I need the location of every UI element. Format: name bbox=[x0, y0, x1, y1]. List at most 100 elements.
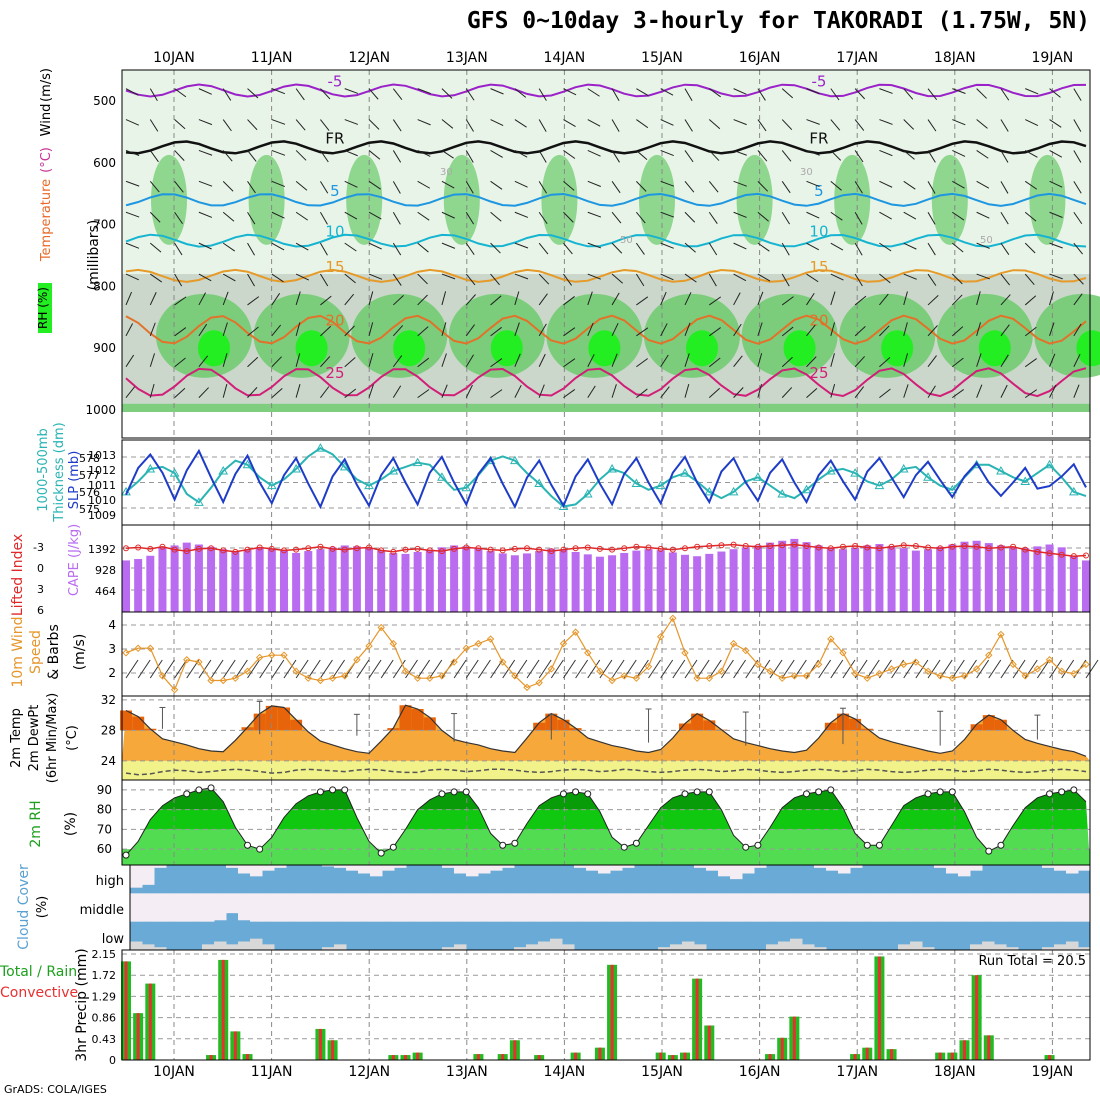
cloud-middle-gap bbox=[970, 893, 983, 922]
cloud-middle-gap bbox=[958, 893, 971, 922]
cloud-middle-gap bbox=[418, 893, 431, 922]
slp-line bbox=[125, 448, 1087, 510]
cloud-middle-gap bbox=[838, 893, 851, 922]
wind-barb bbox=[405, 659, 418, 679]
wind-speed-marker bbox=[535, 679, 543, 687]
precip-convective-bar bbox=[318, 1028, 322, 1060]
wind-barb bbox=[149, 659, 163, 679]
isotherm-line bbox=[125, 192, 1087, 207]
dewpoint-legend-label: 2m DewPt bbox=[27, 705, 42, 772]
cloud-high-gap bbox=[394, 865, 407, 868]
lifted-index-marker bbox=[1022, 546, 1029, 553]
cape-bar bbox=[632, 550, 641, 612]
wind-barb bbox=[781, 356, 793, 368]
wind-barb bbox=[368, 353, 374, 367]
wind-barb bbox=[514, 322, 520, 337]
wind-barb bbox=[538, 353, 546, 367]
wind-barb bbox=[976, 322, 981, 336]
cloud-low-bar bbox=[514, 947, 527, 950]
wind-speed-marker bbox=[377, 623, 385, 632]
wind-barb bbox=[879, 293, 889, 306]
wind-speed-marker bbox=[839, 649, 847, 657]
wind-barb bbox=[247, 356, 259, 368]
wind-barb bbox=[781, 211, 791, 225]
wind-barb bbox=[806, 324, 816, 337]
cloud-middle-gap bbox=[178, 893, 191, 922]
cape-bar bbox=[571, 552, 580, 612]
cloud-high-gap bbox=[970, 865, 983, 871]
rh2m-marker bbox=[985, 847, 993, 855]
lifted-index-marker bbox=[572, 545, 579, 552]
date-label-top: 13JAN bbox=[446, 50, 488, 66]
wind-barb bbox=[538, 273, 550, 285]
wind-speed-marker bbox=[183, 656, 191, 664]
cloud-middle-gap bbox=[130, 893, 143, 922]
wind-barb bbox=[271, 324, 282, 337]
wind-barb bbox=[587, 211, 602, 218]
cloud-middle-gap bbox=[730, 893, 743, 922]
wind-barb bbox=[344, 211, 358, 220]
cape-bar bbox=[389, 552, 398, 612]
date-label-top: 18JAN bbox=[934, 50, 976, 66]
temperature-tick-label: 32 bbox=[101, 693, 116, 707]
rh2m-tick-label: 90 bbox=[97, 783, 112, 797]
rh2m-marker bbox=[244, 841, 252, 849]
wind-barb bbox=[781, 181, 791, 194]
cape-bar bbox=[644, 549, 653, 612]
wind-barb bbox=[320, 295, 332, 306]
date-label-bottom: 14JAN bbox=[544, 1064, 586, 1080]
thickness-marker bbox=[680, 468, 690, 477]
wind-speed-marker bbox=[146, 644, 155, 652]
cape-bar bbox=[826, 547, 835, 612]
cape-bar bbox=[583, 554, 592, 612]
wind-barb bbox=[125, 242, 140, 249]
wind-barb bbox=[1049, 322, 1055, 337]
wind-barb bbox=[635, 242, 645, 255]
wind-barb bbox=[757, 180, 769, 192]
wind-barb bbox=[927, 88, 938, 100]
wind-barb bbox=[976, 150, 989, 159]
cloud-row-label: low bbox=[102, 932, 125, 947]
wind-barb bbox=[125, 354, 135, 368]
isotherm-label: 20 bbox=[325, 312, 344, 330]
precip-tick-label: 0.43 bbox=[92, 1033, 117, 1046]
wind-barb bbox=[952, 357, 964, 368]
wind-speed-marker bbox=[486, 635, 495, 643]
wind-barb bbox=[514, 273, 529, 280]
cloud-low-bar bbox=[1054, 944, 1067, 950]
wind-barb bbox=[344, 357, 356, 368]
cloud-low-bar bbox=[994, 944, 1007, 950]
wind-barb bbox=[271, 356, 282, 368]
wind-barb bbox=[636, 358, 648, 368]
date-label-bottom: 18JAN bbox=[934, 1064, 976, 1080]
wind-barb bbox=[295, 273, 309, 281]
cape-bar bbox=[231, 551, 240, 612]
wind-barb bbox=[1024, 295, 1037, 306]
wind-barb bbox=[781, 659, 795, 679]
wind-barb bbox=[757, 211, 769, 222]
wind-barb bbox=[1073, 119, 1082, 132]
lifted-index-marker bbox=[123, 545, 129, 552]
wind-barb bbox=[344, 88, 359, 94]
wind-barb bbox=[392, 150, 402, 163]
wind-barb bbox=[927, 659, 941, 679]
wind-barb bbox=[721, 659, 734, 679]
cape-bar bbox=[899, 548, 908, 612]
cape-bar bbox=[766, 542, 775, 612]
cloud-middle-gap bbox=[382, 893, 395, 922]
rh-blob bbox=[1029, 154, 1066, 245]
wind-speed-marker bbox=[499, 658, 507, 666]
wind-barb bbox=[149, 292, 157, 306]
rh2m-marker bbox=[705, 788, 713, 796]
wind-barb bbox=[952, 119, 966, 126]
wind-barb bbox=[733, 88, 747, 95]
wind-speed-marker bbox=[912, 658, 920, 666]
lifted-index-marker bbox=[609, 546, 616, 553]
wind-barb bbox=[392, 242, 402, 256]
thickness-tick-label: 575 bbox=[79, 503, 100, 516]
pressure-tick-label: 600 bbox=[93, 156, 116, 170]
wind-speed-marker bbox=[717, 667, 726, 675]
wind-barb bbox=[368, 273, 383, 280]
precip-tick-label: 0.86 bbox=[92, 1012, 117, 1025]
wind-barb bbox=[757, 322, 763, 336]
